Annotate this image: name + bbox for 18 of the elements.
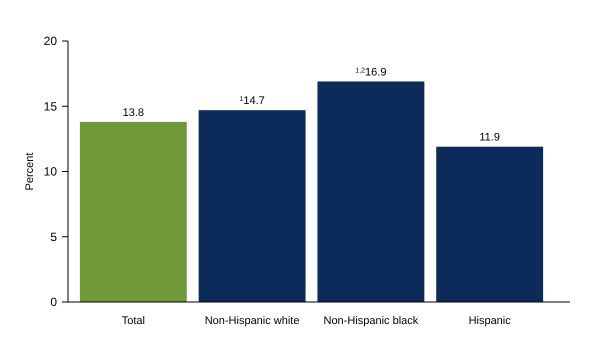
x-tick-label: Non-Hispanic white bbox=[204, 315, 300, 327]
y-tick-label: 20 bbox=[44, 34, 58, 48]
y-tick-label: 15 bbox=[44, 99, 58, 114]
y-axis-title: Percent bbox=[24, 152, 36, 190]
x-tick-label: Hispanic bbox=[468, 315, 512, 327]
bar bbox=[436, 146, 544, 302]
data-label: 13.8 bbox=[122, 106, 144, 119]
y-tick-label: 10 bbox=[44, 164, 58, 179]
data-label: $^{1,2}$16.9 bbox=[355, 66, 386, 78]
x-tick-label: Total bbox=[122, 315, 145, 327]
data-label: 11.9 bbox=[479, 132, 500, 144]
data-label: $^{1}$14.7 bbox=[239, 95, 265, 108]
y-tick-label: 0 bbox=[50, 295, 58, 310]
bar bbox=[80, 122, 187, 302]
x-tick-label: Non-Hispanic black bbox=[324, 315, 419, 327]
bar bbox=[198, 110, 306, 302]
bar bbox=[317, 81, 424, 302]
y-tick-label: 5 bbox=[50, 230, 58, 244]
